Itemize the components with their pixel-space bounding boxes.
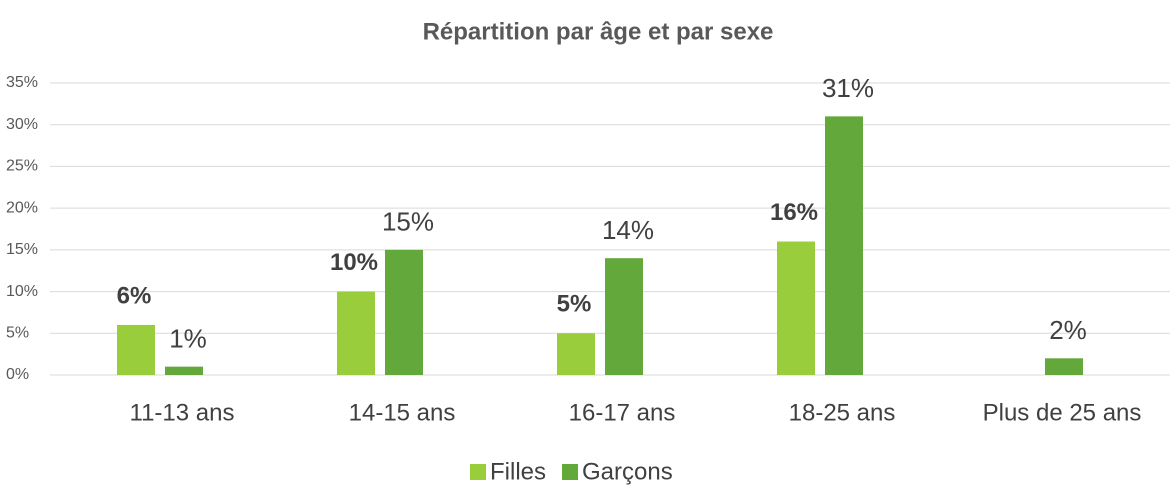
legend-swatch [470, 464, 486, 480]
y-tick-label: 20% [6, 199, 38, 216]
y-tick-label: 0% [6, 366, 29, 383]
bar [605, 258, 643, 375]
y-tick-label: 15% [6, 241, 38, 258]
data-label: 15% [382, 207, 434, 237]
legend-label: Garçons [582, 458, 673, 485]
bar [117, 324, 155, 375]
bar [337, 291, 375, 375]
y-tick-label: 25% [6, 158, 38, 175]
y-tick-label: 10% [6, 283, 38, 300]
bar [557, 333, 595, 375]
data-label: 6% [117, 282, 152, 309]
legend-label: Filles [490, 458, 546, 485]
data-label: 2% [1049, 315, 1087, 345]
x-tick-label: 18-25 ans [789, 399, 896, 426]
bar [385, 249, 423, 375]
y-tick-label: 35% [6, 74, 38, 91]
data-label: 31% [822, 73, 874, 103]
bar [1045, 358, 1083, 375]
y-tick-label: 5% [6, 325, 29, 342]
data-label: 5% [557, 291, 592, 318]
chart-title: Répartition par âge et par sexe [423, 18, 774, 45]
x-tick-label: 16-17 ans [569, 399, 676, 426]
x-tick-label: 11-13 ans [130, 399, 235, 426]
bar [825, 116, 863, 375]
data-label: 10% [330, 249, 378, 276]
data-label: 1% [169, 324, 207, 354]
data-label: 16% [770, 199, 818, 226]
x-tick-label: Plus de 25 ans [983, 399, 1142, 426]
data-label: 14% [602, 215, 654, 245]
x-tick-label: 14-15 ans [349, 399, 456, 426]
legend-swatch [562, 464, 579, 480]
y-tick-label: 30% [6, 116, 38, 133]
bar [777, 241, 815, 375]
bar [165, 366, 203, 375]
